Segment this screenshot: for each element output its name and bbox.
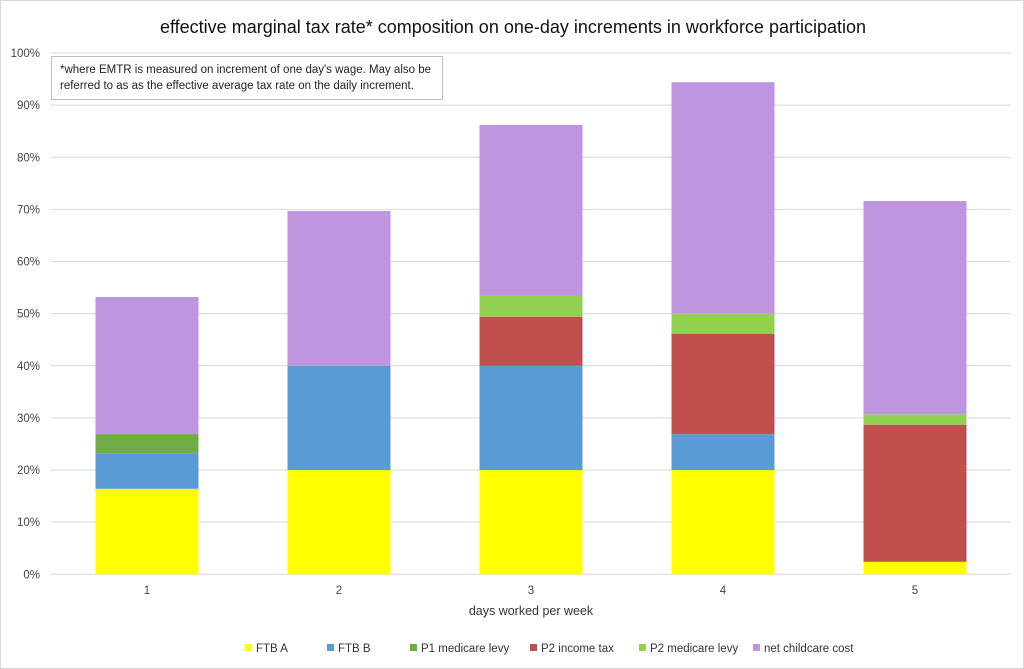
legend-swatch — [530, 644, 537, 651]
bar-segment-net-childcare-cost — [95, 296, 199, 435]
legend-swatch — [327, 644, 334, 651]
legend-swatch — [639, 644, 646, 651]
bar-segment-ftb-b — [479, 365, 583, 471]
y-tick-label: 10% — [17, 517, 40, 529]
y-tick-label: 60% — [17, 257, 40, 269]
x-tick-label: 2 — [336, 585, 342, 597]
y-tick-label: 80% — [17, 152, 40, 164]
y-tick-label: 90% — [17, 100, 40, 112]
y-tick-label: 30% — [17, 413, 40, 425]
x-tick-label: 4 — [720, 585, 727, 597]
bar-segment-ftb-a — [287, 470, 391, 575]
legend-label: P1 medicare levy — [421, 643, 509, 655]
x-axis-title: days worked per week — [469, 604, 594, 618]
bar-segment-ftb-b — [671, 434, 775, 471]
legend-label: FTB A — [256, 643, 288, 655]
bar-segment-ftb-a — [479, 470, 583, 575]
bar-segment-ftb-b — [95, 453, 199, 489]
legend-label: P2 income tax — [541, 643, 614, 655]
bar-segment-p2-medicare-levy — [671, 313, 775, 334]
x-tick-label: 3 — [528, 585, 534, 597]
bar-segment-ftb-b — [287, 365, 391, 471]
bar-segment-ftb-a — [95, 488, 199, 575]
x-tick-label: 1 — [144, 585, 150, 597]
y-tick-label: 0% — [23, 569, 40, 581]
bar-segment-net-childcare-cost — [287, 210, 391, 366]
bar-segment-net-childcare-cost — [479, 124, 583, 296]
y-tick-label: 100% — [11, 48, 40, 60]
bar-segment-p2-medicare-levy — [863, 414, 967, 425]
chart-title: effective marginal tax rate* composition… — [160, 17, 866, 37]
bar-segment-net-childcare-cost — [671, 82, 775, 314]
bar-segment-net-childcare-cost — [863, 201, 967, 415]
y-tick-label: 70% — [17, 204, 40, 216]
bar-segment-p2-income-tax — [671, 333, 775, 435]
y-tick-label: 20% — [17, 465, 40, 477]
legend-swatch — [410, 644, 417, 651]
legend-label: FTB B — [338, 643, 371, 655]
legend-label: net childcare cost — [764, 643, 854, 655]
bar-segment-ftb-a — [863, 561, 967, 575]
bar-segment-ftb-a — [671, 470, 775, 575]
chart-annotation: *where EMTR is measured on increment of … — [51, 56, 443, 100]
y-tick-label: 50% — [17, 309, 40, 321]
bar-segment-p1-medicare-levy — [95, 434, 199, 454]
legend-swatch — [753, 644, 760, 651]
legend-swatch — [245, 644, 252, 651]
bar-segment-p2-income-tax — [863, 424, 967, 562]
x-tick-label: 5 — [912, 585, 918, 597]
bar-segment-p2-medicare-levy — [479, 295, 583, 317]
legend-label: P2 medicare levy — [650, 643, 738, 655]
y-tick-label: 40% — [17, 361, 40, 373]
bar-segment-p2-income-tax — [479, 316, 583, 366]
